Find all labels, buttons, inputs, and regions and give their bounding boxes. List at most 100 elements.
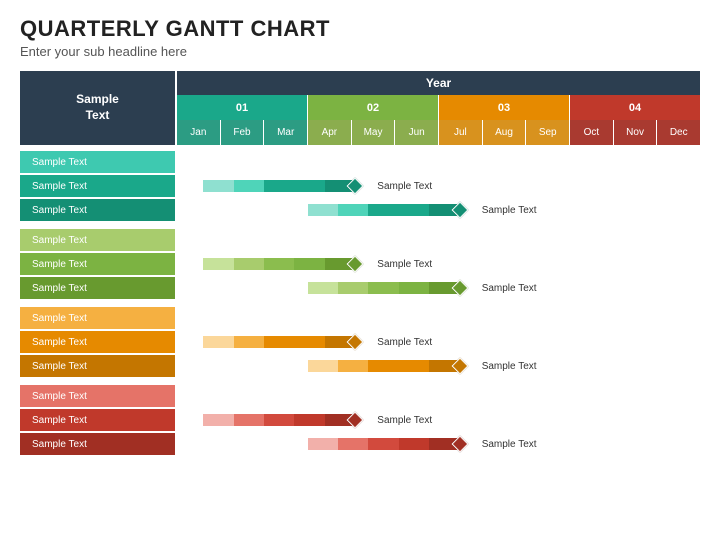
header-year: Year — [177, 71, 700, 95]
bar-segment — [234, 180, 264, 192]
task-group-bars: Sample Text Sample Text — [177, 385, 700, 455]
task-label: Sample Text — [20, 199, 175, 221]
gantt-bar: Sample Text — [203, 336, 432, 348]
gantt-bar: Sample Text — [203, 414, 432, 426]
bar-segment — [308, 282, 338, 294]
bar-label: Sample Text — [482, 283, 537, 294]
task-row — [177, 229, 700, 251]
bar-segment — [234, 336, 264, 348]
task-group: Sample TextSample TextSample Text — [20, 229, 175, 299]
bar-label: Sample Text — [482, 439, 537, 450]
header-month: Sep — [526, 120, 569, 145]
bar-segment — [264, 414, 294, 426]
task-row: Sample Text — [177, 175, 700, 197]
bar-segment — [234, 258, 264, 270]
left-column: SampleText Sample TextSample TextSample … — [20, 71, 175, 457]
task-label: Sample Text — [20, 409, 175, 431]
bar-segment — [338, 204, 368, 216]
header-month: Aug — [483, 120, 526, 145]
task-group-bars: Sample Text Sample Text — [177, 229, 700, 299]
header-month: Dec — [657, 120, 700, 145]
gantt-chart: SampleText Sample TextSample TextSample … — [20, 71, 700, 457]
task-group: Sample TextSample TextSample Text — [20, 307, 175, 377]
task-label: Sample Text — [20, 355, 175, 377]
gantt-bar: Sample Text — [308, 204, 537, 216]
bar-segment — [203, 336, 233, 348]
page-subtitle: Enter your sub headline here — [20, 44, 700, 59]
bar-segment — [264, 180, 294, 192]
bar-segment — [264, 336, 294, 348]
bar-segment — [203, 414, 233, 426]
bar-segment — [338, 438, 368, 450]
bar-segment — [368, 204, 398, 216]
bar-segment — [399, 438, 429, 450]
bar-label: Sample Text — [377, 337, 432, 348]
task-label: Sample Text — [20, 253, 175, 275]
bar-segment — [294, 336, 324, 348]
bar-segment — [338, 360, 368, 372]
header-sample-text: SampleText — [20, 71, 175, 145]
bar-label: Sample Text — [377, 181, 432, 192]
task-row — [177, 307, 700, 329]
task-label: Sample Text — [20, 175, 175, 197]
gantt-bar: Sample Text — [308, 438, 537, 450]
header-months: JanFebMarAprMayJunJulAugSepOctNovDec — [177, 120, 700, 145]
header-month: Mar — [264, 120, 307, 145]
bar-segment — [368, 438, 398, 450]
task-row: Sample Text — [177, 253, 700, 275]
bar-segment — [368, 282, 398, 294]
page-title: QUARTERLY GANTT CHART — [20, 16, 700, 42]
bar-segment — [308, 204, 338, 216]
header-quarter: 02 — [308, 95, 438, 120]
task-label: Sample Text — [20, 307, 175, 329]
task-label: Sample Text — [20, 385, 175, 407]
bar-segment — [264, 258, 294, 270]
bar-segment — [203, 180, 233, 192]
bar-segment — [203, 258, 233, 270]
bar-segment — [294, 180, 324, 192]
header-quarter: 01 — [177, 95, 307, 120]
header-month: Apr — [308, 120, 351, 145]
task-group: Sample TextSample TextSample Text — [20, 385, 175, 455]
task-row: Sample Text — [177, 277, 700, 299]
bar-segment — [234, 414, 264, 426]
gantt-bar: Sample Text — [308, 282, 537, 294]
task-label: Sample Text — [20, 433, 175, 455]
bar-label: Sample Text — [482, 205, 537, 216]
gantt-bar: Sample Text — [203, 258, 432, 270]
header-month: Jan — [177, 120, 220, 145]
header-quarter: 04 — [570, 95, 700, 120]
task-row — [177, 151, 700, 173]
bar-segment — [294, 414, 324, 426]
bar-label: Sample Text — [377, 415, 432, 426]
bar-segment — [308, 360, 338, 372]
task-label: Sample Text — [20, 277, 175, 299]
bar-segment — [294, 258, 324, 270]
header-month: May — [352, 120, 395, 145]
task-row: Sample Text — [177, 355, 700, 377]
header-month: Jul — [439, 120, 482, 145]
task-label: Sample Text — [20, 331, 175, 353]
bar-label: Sample Text — [377, 259, 432, 270]
task-row: Sample Text — [177, 433, 700, 455]
bar-segment — [368, 360, 398, 372]
task-row — [177, 385, 700, 407]
bar-segment — [399, 282, 429, 294]
task-row: Sample Text — [177, 331, 700, 353]
header-quarters: 01020304 — [177, 95, 700, 120]
header-quarter: 03 — [439, 95, 569, 120]
task-group-bars: Sample Text Sample Text — [177, 307, 700, 377]
task-row: Sample Text — [177, 199, 700, 221]
right-column: Year 01020304 JanFebMarAprMayJunJulAugSe… — [177, 71, 700, 457]
bar-segment — [399, 204, 429, 216]
bar-segment — [338, 282, 368, 294]
header-month: Feb — [221, 120, 264, 145]
header-month: Jun — [395, 120, 438, 145]
task-row: Sample Text — [177, 409, 700, 431]
header-month: Oct — [570, 120, 613, 145]
bar-segment — [308, 438, 338, 450]
task-group: Sample TextSample TextSample Text — [20, 151, 175, 221]
header-month: Nov — [614, 120, 657, 145]
gantt-bar: Sample Text — [308, 360, 537, 372]
bar-label: Sample Text — [482, 361, 537, 372]
